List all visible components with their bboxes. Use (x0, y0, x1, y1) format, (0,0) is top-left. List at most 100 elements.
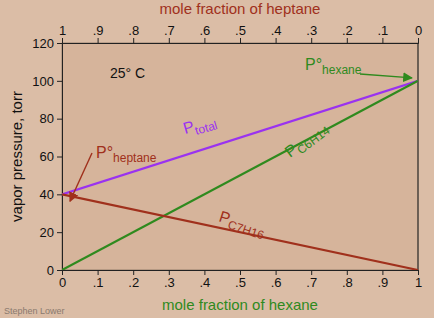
chart: 0 20 40 60 80 100 120 0 .1 .2 .3 .4 .5 .6 .7 .8 .9 1 1 .9 .8… (0, 0, 434, 318)
tick: 100 (32, 73, 62, 88)
tick-label: 0 (59, 275, 66, 290)
tick: 80 (40, 111, 62, 126)
tick-label: .6 (271, 275, 282, 290)
tick-label: .7 (164, 23, 175, 38)
tick-mark (57, 43, 62, 44)
tick: 0 (59, 270, 66, 290)
tick-mark (276, 38, 277, 43)
tick: 40 (40, 187, 62, 202)
tick: 20 (40, 225, 62, 240)
x-axis-title: mole fraction of hexane (162, 296, 318, 313)
tick: 1 (59, 23, 66, 43)
tick-mark (98, 38, 99, 43)
tick-mark (347, 38, 348, 43)
x-axis: 0 .1 .2 .3 .4 .5 .6 .7 .8 .9 1 (59, 270, 422, 290)
tick-label: 60 (40, 149, 54, 164)
tick-label: 1 (59, 23, 66, 38)
tick-label: 20 (40, 225, 54, 240)
tick-label: 0 (415, 23, 422, 38)
tick-mark (382, 38, 383, 43)
tick-mark (57, 119, 62, 120)
annotation-arrow (70, 153, 92, 201)
tick: .4 (271, 23, 282, 43)
tick-label: .8 (128, 23, 139, 38)
y-axis-title: vapor pressure, torr (8, 91, 25, 222)
tick-label: .9 (377, 275, 388, 290)
tick-label: 100 (32, 73, 54, 88)
series-label: Ptotal (181, 111, 219, 140)
series-line (62, 194, 418, 270)
tick-label: .2 (342, 23, 353, 38)
tick: .5 (235, 23, 246, 43)
tick-mark (204, 38, 205, 43)
series-line (62, 81, 418, 270)
tick-mark (311, 38, 312, 43)
annotation: P°hexane (305, 56, 362, 77)
tick: .8 (342, 270, 353, 290)
tick-label: .5 (235, 23, 246, 38)
tick: 60 (40, 149, 62, 164)
tick-label: 120 (32, 36, 54, 51)
tick-label: .8 (342, 275, 353, 290)
tick-label: .3 (164, 275, 175, 290)
series-line (62, 81, 418, 194)
tick: .9 (93, 23, 104, 43)
annotation: P°heptane (96, 144, 157, 165)
tick-label: .4 (271, 23, 282, 38)
tick-label: .5 (235, 275, 246, 290)
tick-label: 80 (40, 111, 54, 126)
tick: .6 (199, 23, 210, 43)
tick-mark (418, 38, 419, 43)
tick-label: .1 (93, 275, 104, 290)
tick: .2 (342, 23, 353, 43)
tick: .3 (306, 23, 317, 43)
x2-axis-title: mole fraction of heptane (160, 0, 321, 17)
tick-label: .1 (377, 23, 388, 38)
tick-mark (57, 157, 62, 158)
tick: .7 (164, 23, 175, 43)
tick-label: 1 (415, 275, 422, 290)
tick: .8 (128, 23, 139, 43)
tick-label: .2 (128, 275, 139, 290)
tick: .4 (199, 270, 210, 290)
tick-mark (57, 232, 62, 233)
tick: .9 (377, 270, 388, 290)
tick: 1 (415, 270, 422, 290)
tick: .7 (306, 270, 317, 290)
x2-axis: 1 .9 .8 .7 .6 .5 .4 .3 .2 .1 0 (59, 23, 422, 44)
tick-mark (57, 81, 62, 82)
frame-line (418, 43, 419, 270)
tick-mark (240, 38, 241, 43)
tick: .3 (164, 270, 175, 290)
tick: .1 (93, 270, 104, 290)
tick-mark (57, 194, 62, 195)
tick: .2 (128, 270, 139, 290)
tick-label: 40 (40, 187, 54, 202)
tick-mark (169, 38, 170, 43)
plot-area (62, 81, 418, 270)
axis-line (63, 38, 419, 44)
tick-label: .4 (199, 275, 210, 290)
tick: .1 (377, 23, 388, 43)
y-axis: 0 20 40 60 80 100 120 (32, 36, 62, 278)
tick: 0 (415, 23, 422, 43)
axis-line (57, 44, 63, 271)
background (0, 0, 434, 318)
tick-label: .6 (199, 23, 210, 38)
plot-frame (62, 43, 418, 270)
title: 25° C (110, 65, 145, 81)
series-label: PC6H14 (282, 118, 333, 164)
tick-label: .3 (306, 23, 317, 38)
annotation-arrow (360, 74, 412, 78)
tick: 120 (32, 36, 62, 51)
tick: .6 (271, 270, 282, 290)
tick-mark (62, 38, 63, 43)
series-label: PC7H16 (216, 208, 268, 243)
credit: Stephen Lower (4, 306, 65, 316)
tick-mark (57, 270, 62, 271)
tick-mark (133, 38, 134, 43)
tick-label: 0 (47, 263, 54, 278)
tick: .5 (235, 270, 246, 290)
tick-label: .7 (306, 275, 317, 290)
tick-label: .9 (93, 23, 104, 38)
